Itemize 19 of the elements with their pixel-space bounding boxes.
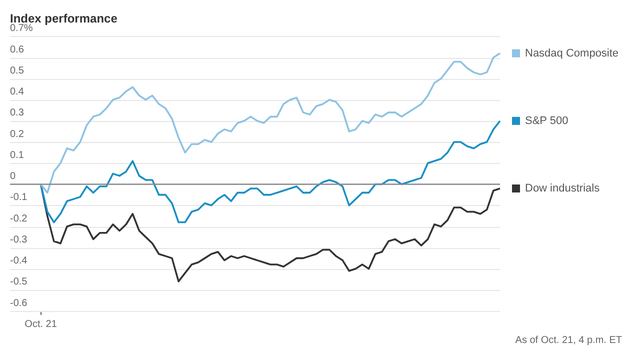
y-tick-label: 0.5 — [10, 65, 24, 76]
y-tick-label: -0.6 — [10, 298, 28, 309]
y-tick-label: 0.6 — [10, 44, 24, 56]
y-tick-label: 0.3 — [10, 108, 24, 119]
legend-label: Nasdaq Composite — [525, 47, 619, 60]
y-tick-label: 0 — [10, 171, 16, 182]
y-tick-label: -0.1 — [10, 192, 28, 204]
legend-label: Dow industrials — [525, 182, 600, 195]
text: As of Oct. 21, 4 p.m. ET — [514, 335, 622, 346]
y-tick-label: -0.3 — [10, 234, 28, 246]
y-tick-label: 0.7% — [10, 23, 33, 34]
y-tick-label: -0.4 — [10, 256, 28, 267]
x-tick-label: Oct. 21 — [24, 318, 58, 330]
legend-label: S&P 500 — [525, 114, 568, 127]
y-tick-label: -0.2 — [10, 213, 28, 224]
y-tick-label: 0.1 — [10, 150, 24, 161]
y-tick-label: 0.4 — [10, 86, 24, 98]
y-tick-label: 0.2 — [10, 128, 24, 140]
y-tick-label: -0.5 — [10, 276, 28, 288]
